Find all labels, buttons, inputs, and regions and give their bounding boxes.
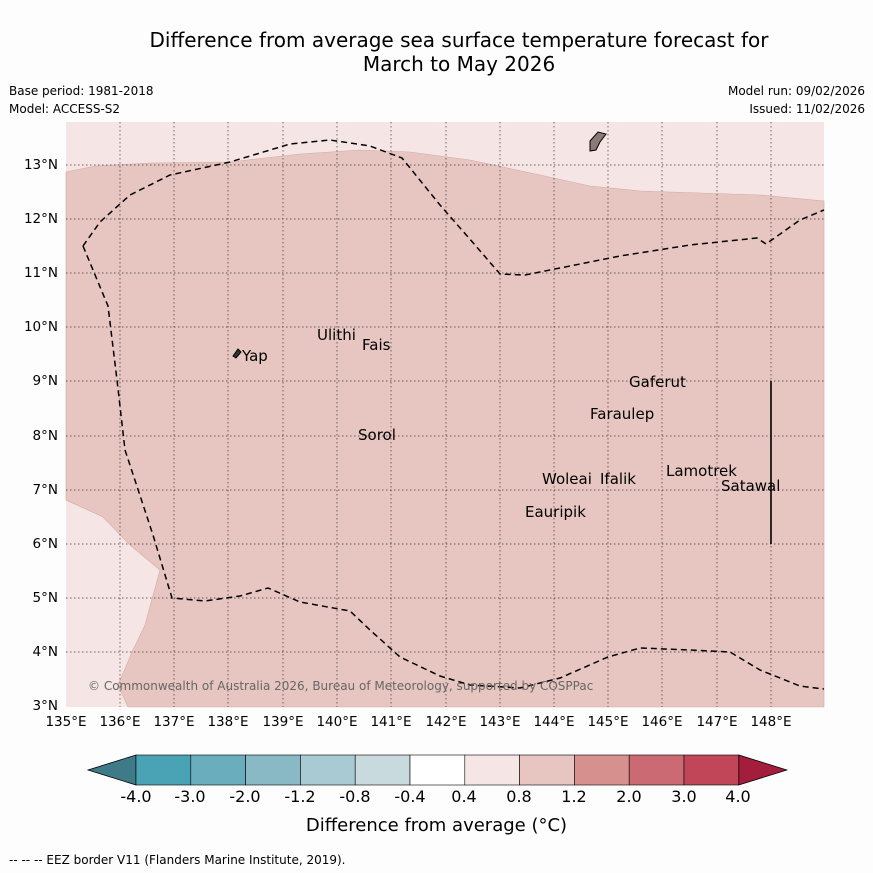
colorbar-label: -2.0 [229,787,261,806]
title-line-1: Difference from average sea surface temp… [149,28,769,52]
colorbar-label: 0.4 [451,787,477,806]
model-run: Model run: 09/02/2026 [727,84,865,98]
lat-tick-5: 5°N [32,590,58,606]
lon-tick-138: 138°E [207,714,249,730]
colorbar-label: -3.0 [174,787,206,806]
colorbar-label: 3.0 [671,787,697,806]
lon-tick-144: 144°E [533,714,575,730]
place-label-ifalik: Ifalik [600,470,636,488]
colorbar-extend-low [86,754,137,786]
lat-tick-6: 6°N [32,536,58,552]
place-label-woleai: Woleai [542,470,592,488]
place-label-faraulep: Faraulep [590,405,655,423]
lat-tick-12: 12°N [23,211,58,227]
colorbar-swatch [300,754,356,786]
colorbar-swatch [464,754,520,786]
base-period: Base period: 1981-2018 [9,84,154,98]
place-label-satawal: Satawal [721,477,781,495]
lon-tick-136: 136°E [99,714,141,730]
copyright-notice: © Commonwealth of Australia 2026, Bureau… [88,679,594,693]
lon-tick-137: 137°E [153,714,195,730]
colorbar-label: -1.2 [284,787,316,806]
yap-island [232,348,242,359]
colorbar-swatch [135,754,192,786]
lat-tick-7: 7°N [32,482,58,498]
colorbar-swatch [190,754,246,786]
colorbar-title: Difference from average (°C) [305,815,568,836]
lon-tick-143: 143°E [479,714,521,730]
colorbar-swatch [574,754,630,786]
lon-tick-145: 145°E [587,714,629,730]
chart-title: Difference from average sea surface temp… [0,28,873,76]
colorbar-swatch [409,754,466,786]
lon-tick-135: 135°E [45,714,87,730]
colorbar-swatch [628,754,685,786]
lat-tick-13: 13°N [23,157,58,173]
colorbar-label: -4.0 [120,787,152,806]
model-name: Model: ACCESS-S2 [9,102,121,116]
place-label-eauripik: Eauripik [525,503,586,521]
lon-tick-139: 139°E [262,714,304,730]
lon-tick-148: 148°E [750,714,792,730]
issued-date: Issued: 11/02/2026 [749,102,865,116]
lat-tick-10: 10°N [23,319,58,335]
place-label-lamotrek: Lamotrek [666,462,737,480]
meta-left: Base period: 1981-2018 Model: ACCESS-S2 [9,82,154,118]
colorbar-label: 1.2 [561,787,587,806]
anomaly-zone-0.8-1.2 [65,149,825,708]
lat-tick-11: 11°N [23,265,58,281]
colorbar-swatch [354,754,411,786]
meta-right: Model run: 09/02/2026 Issued: 11/02/2026 [728,82,865,118]
guam-island [589,131,607,152]
colorbar-label: -0.4 [394,787,426,806]
colorbar-label: 0.8 [506,787,532,806]
lon-tick-142: 142°E [425,714,467,730]
lon-tick-140: 140°E [316,714,358,730]
colorbar-label: -0.8 [339,787,371,806]
colorbar-extend-high [738,754,789,786]
lon-tick-141: 141°E [370,714,412,730]
title-line-2: March to May 2026 [362,52,556,76]
lat-tick-9: 9°N [32,373,58,389]
colorbar-label: 2.0 [616,787,642,806]
lon-tick-147: 147°E [696,714,738,730]
colorbar-swatch [245,754,301,786]
lat-tick-3: 3°N [32,698,58,714]
place-label-ulithi: Ulithi [317,326,356,344]
eez-border-north [82,139,825,276]
eez-footnote: -- -- -- EEZ border V11 (Flanders Marine… [9,853,346,867]
colorbar-swatch [519,754,575,786]
colorbar-swatch [683,754,740,786]
eez-border [82,245,825,690]
place-label-yap: Yap [242,347,268,365]
colorbar-label: 4.0 [725,787,751,806]
lat-tick-4: 4°N [32,644,58,660]
place-label-fais: Fais [362,336,391,354]
lat-tick-8: 8°N [32,428,58,444]
place-label-gaferut: Gaferut [629,373,686,391]
colorbar [86,754,789,786]
lon-tick-146: 146°E [641,714,683,730]
place-label-sorol: Sorol [358,426,396,444]
